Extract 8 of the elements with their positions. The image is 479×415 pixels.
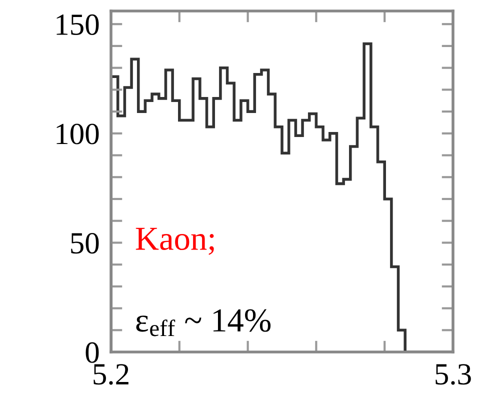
annotation: ε$_{eff}$ ~ 14% <box>136 309 271 336</box>
x-tick-label: 5.2 <box>94 364 128 385</box>
annotation: Kaon; <box>136 228 214 255</box>
y-tick-label: 150 <box>56 14 99 36</box>
y-tick-label: 50 <box>71 232 99 254</box>
x-tick-label: 5.3 <box>436 364 471 385</box>
y-tick-label: 100 <box>56 124 99 144</box>
y-tick-label: 0 <box>86 342 99 363</box>
